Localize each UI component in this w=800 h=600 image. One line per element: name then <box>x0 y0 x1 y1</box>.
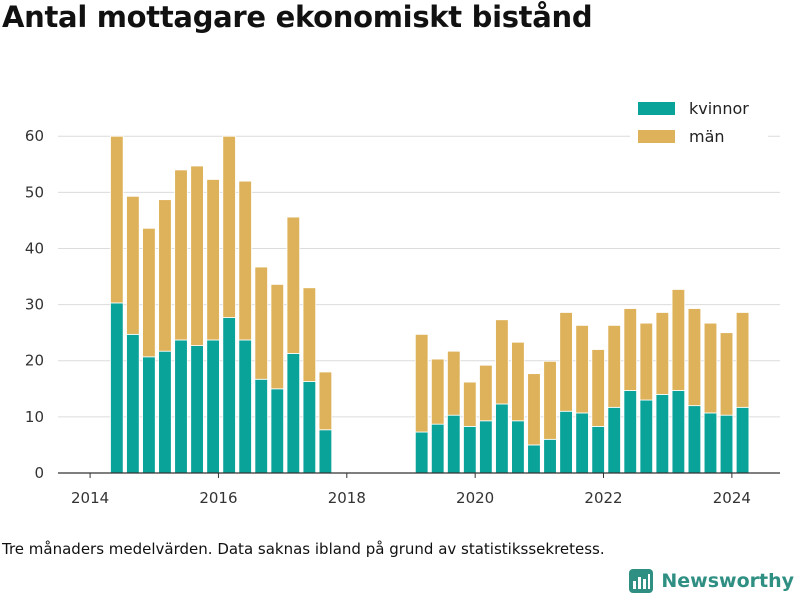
bar-segment-kvinnor <box>559 410 573 474</box>
bar-segment-män <box>158 199 172 352</box>
bar-segment-kvinnor <box>174 339 188 474</box>
bar-segment-män <box>286 216 301 354</box>
bar-segment-kvinnor <box>286 353 301 474</box>
page-title: Antal mottagare ekonomiskt bistånd <box>2 0 593 34</box>
bar-segment-kvinnor <box>543 438 557 474</box>
bar-segment-män <box>447 350 461 416</box>
bar-segment-kvinnor <box>206 339 220 474</box>
bar-segment-män <box>126 195 140 335</box>
bar-segment-män <box>238 180 252 341</box>
legend-label-kvinnor: kvinnor <box>689 99 749 118</box>
bar-segment-kvinnor <box>430 423 445 474</box>
y-axis-ticks: 0 10 20 30 40 50 60 <box>25 127 44 482</box>
x-tick-label: 2018 <box>328 489 366 507</box>
bar-segment-män <box>591 349 605 427</box>
bar-segment-män <box>655 312 670 395</box>
bar-segment-kvinnor <box>318 429 333 474</box>
bar-segment-kvinnor <box>414 431 429 474</box>
bar-segment-kvinnor <box>126 333 140 474</box>
bar-segment-män <box>559 312 573 412</box>
x-tick-label: 2022 <box>584 489 622 507</box>
bar-segment-kvinnor <box>190 345 204 474</box>
bar-segment-män <box>414 333 429 433</box>
bar-segment-kvinnor <box>671 390 686 474</box>
brand-name: Newsworthy <box>661 570 794 592</box>
bar-segment-män <box>463 381 477 427</box>
bar-segment-kvinnor <box>238 339 252 474</box>
bar-segment-män <box>607 324 621 408</box>
bar-segment-kvinnor <box>142 356 156 474</box>
bar-segment-män <box>527 373 541 446</box>
bar-segment-män <box>270 284 285 390</box>
y-tick-label: 0 <box>34 464 44 482</box>
y-tick-label: 60 <box>25 127 44 145</box>
bar-segment-kvinnor <box>607 406 621 474</box>
bar-segment-män <box>254 266 268 380</box>
y-tick-label: 20 <box>25 352 44 370</box>
y-tick-label: 30 <box>25 296 44 314</box>
legend-swatch-kvinnor <box>638 102 675 115</box>
bar-segment-kvinnor <box>110 302 124 474</box>
bar-segment-kvinnor <box>479 420 493 474</box>
y-tick-label: 10 <box>25 408 44 426</box>
bar-segment-män <box>511 341 525 422</box>
bar-segment-kvinnor <box>639 399 654 474</box>
bar-segment-kvinnor <box>254 378 268 474</box>
x-tick-label: 2014 <box>71 489 109 507</box>
bar-segment-män <box>735 312 750 408</box>
bar-segment-män <box>687 308 702 407</box>
x-tick-label: 2016 <box>199 489 237 507</box>
bar-segment-män <box>543 360 557 440</box>
x-axis-ticks: 2014 2016 2018 2020 2022 2024 <box>71 473 751 507</box>
bar-segment-kvinnor <box>703 412 718 474</box>
legend-swatch-män <box>638 130 675 143</box>
bar-segment-kvinnor <box>511 420 525 474</box>
newsworthy-logo-icon <box>629 569 654 593</box>
brand-logo[interactable]: Newsworthy <box>628 568 794 594</box>
bar-segment-kvinnor <box>623 390 637 474</box>
bar-segment-kvinnor <box>495 403 509 474</box>
bar-segment-kvinnor <box>447 414 461 474</box>
bar-segment-män <box>206 179 220 341</box>
bar-segment-män <box>302 287 317 382</box>
bar-segment-kvinnor <box>735 406 750 474</box>
bar-segment-män <box>222 135 236 318</box>
bar-segment-kvinnor <box>270 388 285 474</box>
bar-segment-män <box>623 308 637 391</box>
bar-segment-män <box>318 371 333 431</box>
bar-segment-män <box>110 135 124 304</box>
legend: kvinnor män <box>630 95 768 155</box>
bar-segment-män <box>495 319 509 405</box>
x-tick-label: 2020 <box>456 489 494 507</box>
bar-segment-män <box>479 364 493 422</box>
legend-label-män: män <box>689 127 725 146</box>
bar-segment-män <box>174 169 188 341</box>
y-tick-label: 40 <box>25 239 44 257</box>
bar-segment-kvinnor <box>591 426 605 474</box>
bar-segment-män <box>190 165 204 346</box>
bar-segment-kvinnor <box>158 350 172 474</box>
bar-segment-män <box>639 322 654 401</box>
bar-segment-kvinnor <box>222 317 236 474</box>
y-tick-label: 50 <box>25 183 44 201</box>
x-tick-label: 2024 <box>713 489 751 507</box>
bar-segment-män <box>703 322 718 414</box>
bar-segment-kvinnor <box>719 414 734 474</box>
bar-segment-kvinnor <box>575 412 589 474</box>
bar-segment-kvinnor <box>655 394 670 474</box>
bar-segment-män <box>142 227 156 358</box>
bar-segment-kvinnor <box>527 444 541 474</box>
bar-segment-män <box>575 324 589 414</box>
bar-segment-män <box>719 332 734 416</box>
bar-segment-män <box>671 289 686 391</box>
chart-caption: Tre månaders medelvärden. Data saknas ib… <box>2 540 605 558</box>
bar-segment-kvinnor <box>302 381 317 474</box>
bar-segment-män <box>430 358 445 425</box>
bar-segment-kvinnor <box>687 405 702 474</box>
bar-segment-kvinnor <box>463 426 477 474</box>
